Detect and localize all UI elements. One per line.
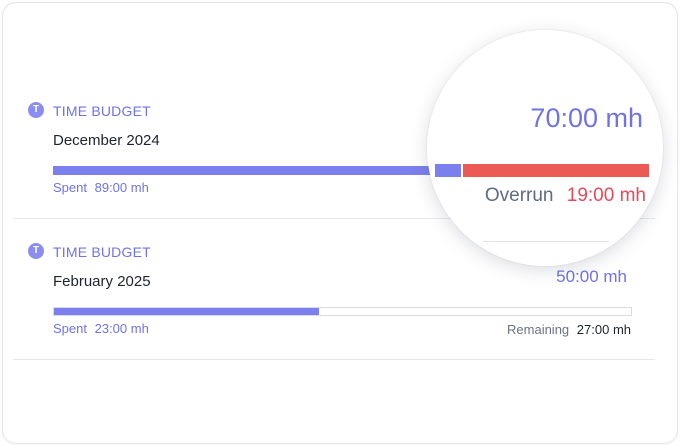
budget-type-label: TIME BUDGET xyxy=(53,103,151,119)
lens-divider xyxy=(483,241,609,242)
budget-progress-fill xyxy=(54,308,320,315)
budget-total: 50:00 mh xyxy=(556,267,627,286)
spent-label: Spent xyxy=(53,180,87,195)
spent-value: 89:00 mh xyxy=(94,180,149,195)
budget-period: December 2024 xyxy=(53,132,160,149)
budget-progress-fill xyxy=(435,164,461,177)
remaining-readout: Remaining 27:00 mh xyxy=(507,322,631,337)
magnifier-lens: 70:00 mh Overrun 19:00 mh xyxy=(427,30,663,266)
overrun-label: Overrun xyxy=(484,185,554,206)
budget-type-label: TIME BUDGET xyxy=(53,244,151,260)
budget-item-december-2024: T TIME BUDGET December 2024 Spent 89:00 … xyxy=(13,96,655,219)
overrun-value: 19:00 mh xyxy=(566,185,646,206)
time-budget-icon: T xyxy=(28,243,44,259)
budget-total: 70:00 mh xyxy=(530,103,643,133)
spent-label: Spent xyxy=(53,321,87,336)
spent-readout: Spent 89:00 mh xyxy=(53,180,149,195)
overrun-bar-segment xyxy=(463,164,649,177)
budget-period: February 2025 xyxy=(53,273,151,290)
time-budget-icon: T xyxy=(28,102,44,118)
remaining-label: Remaining xyxy=(507,322,570,337)
overrun-readout: Overrun 19:00 mh xyxy=(485,185,646,207)
spent-value: 23:00 mh xyxy=(94,321,149,336)
budget-progress-bar xyxy=(53,307,632,316)
remaining-value: 27:00 mh xyxy=(576,322,631,337)
budget-progress-bar xyxy=(53,166,433,175)
budget-item-february-2025: T TIME BUDGET February 2025 50:00 mh Spe… xyxy=(13,237,655,360)
spent-readout: Spent 23:00 mh xyxy=(53,321,149,336)
